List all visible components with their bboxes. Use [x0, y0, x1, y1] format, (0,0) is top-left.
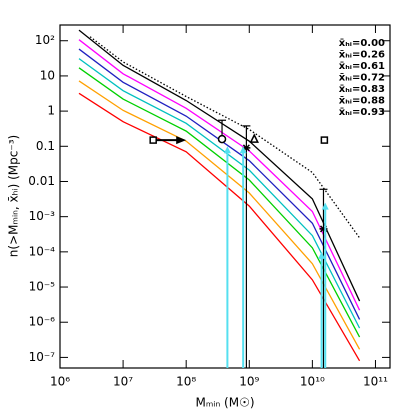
dotted-line: [89, 36, 361, 239]
x-tick-label: 10¹¹: [363, 375, 388, 389]
y-tick-label: 10²: [35, 33, 55, 47]
y-tick-label: 10⁻⁷: [29, 350, 56, 364]
legend-entry: x̄ₕᵢ=0.72: [339, 73, 385, 84]
y-tick-label: 10: [40, 68, 55, 82]
series-line: [78, 39, 361, 311]
x-axis-label: Mₘᵢₙ (M☉): [195, 396, 254, 410]
y-tick-label: 1: [47, 104, 55, 118]
marker-circle: [217, 134, 227, 144]
y-tick-label: 10⁻⁴: [29, 244, 56, 258]
marker-square: [149, 136, 157, 144]
y-tick-label: 0.01: [28, 174, 55, 188]
series-line: [78, 58, 361, 329]
x-tick-label: 10¹⁰: [300, 375, 325, 389]
arrow-head: [223, 146, 231, 154]
legend-entry: x̄ₕᵢ=0.26: [339, 50, 385, 61]
legend-entry: x̄ₕᵢ=0.00: [339, 38, 385, 49]
arrow-head: [176, 136, 187, 145]
y-tick-label: 10⁻⁵: [29, 280, 56, 294]
x-tick-label: 10⁹: [239, 375, 259, 389]
series-line: [78, 29, 361, 302]
marker-triangle: [249, 133, 259, 143]
arrow-head: [318, 251, 326, 259]
arrow-head: [321, 202, 329, 210]
marker-square: [320, 136, 329, 144]
series-line: [78, 80, 361, 350]
plot-frame: [59, 24, 391, 369]
legend-entry: x̄ₕᵢ=0.93: [339, 107, 385, 118]
x-tick-label: 10⁶: [50, 375, 70, 389]
y-tick-label: 10⁻³: [29, 209, 56, 223]
y-tick-label: 10⁻⁶: [29, 315, 56, 329]
y-tick-label: 0.1: [36, 139, 55, 153]
arrow-head: [239, 146, 247, 154]
series-line: [78, 48, 361, 320]
x-tick-label: 10⁸: [176, 375, 196, 389]
legend-entry: x̄ₕᵢ=0.83: [339, 84, 385, 95]
legend-entry: x̄ₕᵢ=0.88: [339, 96, 385, 107]
series-line: [78, 92, 361, 362]
legend-entry: x̄ₕᵢ=0.61: [339, 61, 385, 72]
series-line: [78, 67, 361, 338]
y-axis-label: n(>Mₘᵢₙ, x̄ₕᵢ) (Mpc⁻³): [7, 135, 21, 257]
x-tick-label: 10⁷: [113, 375, 133, 389]
